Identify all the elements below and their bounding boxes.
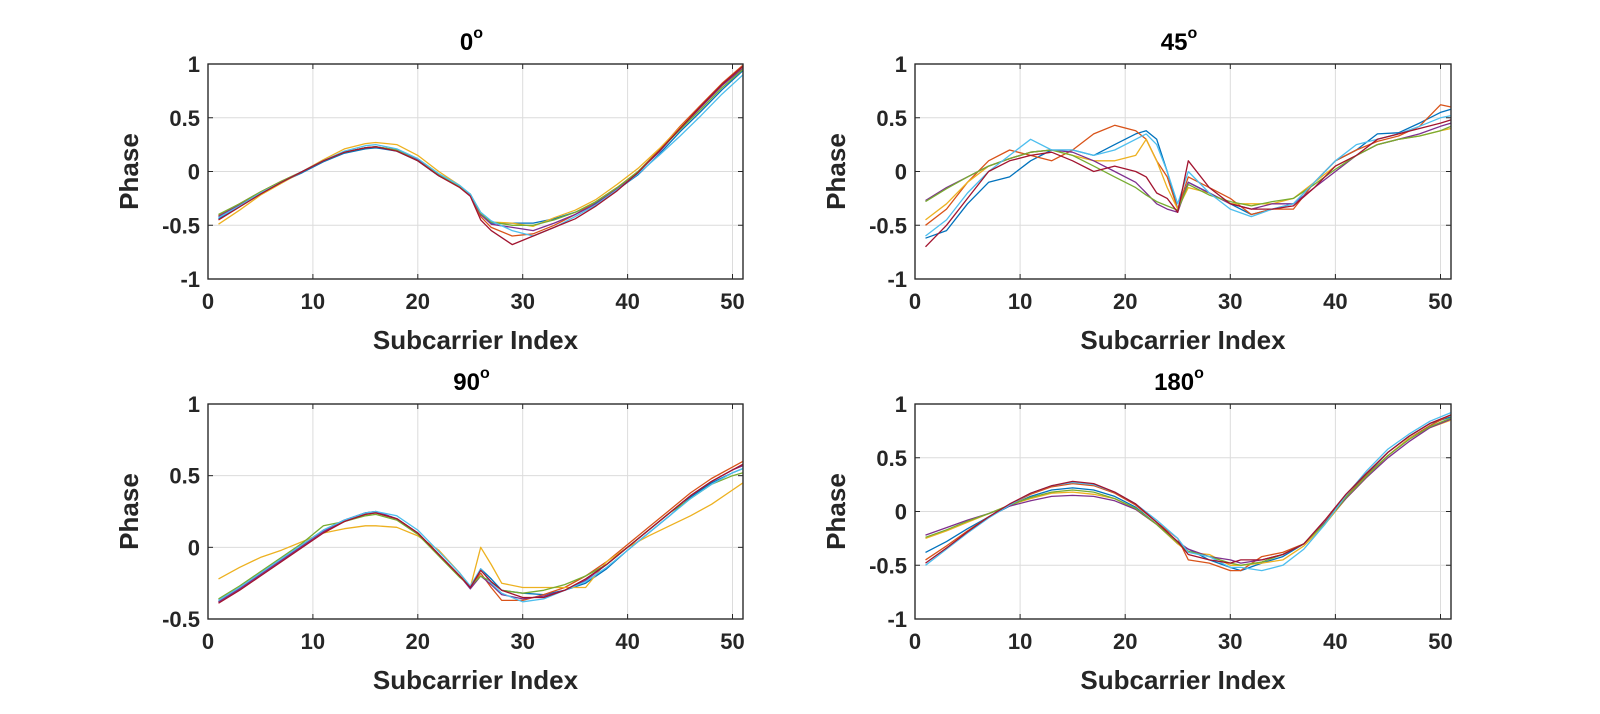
x-tick-label: 0 — [909, 629, 921, 654]
x-tick-label: 30 — [510, 289, 534, 314]
x-tick-label: 50 — [1428, 629, 1452, 654]
degree-superscript: o — [1194, 365, 1204, 382]
y-tick-label: -1 — [887, 267, 907, 292]
series-line-s6 — [925, 411, 1452, 572]
x-tick-label: 40 — [1323, 629, 1347, 654]
x-tick-label: 20 — [406, 289, 430, 314]
x-tick-label: 0 — [909, 289, 921, 314]
y-tick-label: 1 — [188, 52, 200, 77]
x-tick-label: 40 — [615, 289, 639, 314]
y-tick-label: 0 — [895, 160, 907, 185]
subplot-0deg: 0 10 20 30 40 50 -1 -0.5 0 0.5 1 Subcarrier Index Ph… — [114, 25, 745, 355]
y-tick-label: 0.5 — [169, 106, 200, 131]
x-tick-label: 50 — [1428, 289, 1452, 314]
x-tick-label: 20 — [406, 629, 430, 654]
subplot-title-value: 90 — [453, 369, 480, 396]
x-tick-label: 10 — [301, 629, 325, 654]
subplot-180deg: 0 10 20 30 40 50 -1 -0.5 0 0.5 1 Subcarrier Index Ph… — [821, 365, 1453, 695]
series-line-s7 — [218, 65, 744, 246]
x-tick-label: 20 — [1113, 289, 1137, 314]
y-tick-label: 0.5 — [876, 446, 907, 471]
subplot-title-value: 180 — [1154, 369, 1194, 396]
x-axis-label: Subcarrier Index — [1080, 325, 1286, 355]
x-tick-label: 30 — [510, 629, 534, 654]
y-tick-label: 0 — [188, 535, 200, 560]
series-line-s6 — [218, 467, 744, 603]
y-tick-label: 0.5 — [169, 464, 200, 489]
y-axis-label: Phase — [821, 473, 851, 550]
series-line-s7 — [218, 463, 744, 604]
y-tick-label: -0.5 — [869, 553, 907, 578]
subplot-title: 0o — [460, 25, 483, 56]
y-axis-label: Phase — [114, 133, 144, 210]
y-tick-label: 0 — [895, 500, 907, 525]
x-tick-label: 20 — [1113, 629, 1137, 654]
subplot-title: 90o — [453, 365, 490, 396]
subplot-title: 45o — [1161, 25, 1198, 56]
x-tick-label: 40 — [1323, 289, 1347, 314]
x-tick-label: 10 — [1008, 629, 1032, 654]
degree-superscript: o — [1187, 25, 1197, 42]
y-axis-label: Phase — [821, 133, 851, 210]
x-tick-label: 50 — [720, 289, 744, 314]
y-axis-label: Phase — [114, 473, 144, 550]
y-tick-label: -1 — [887, 607, 907, 632]
subplot-title-value: 45 — [1161, 29, 1188, 56]
x-tick-label: 10 — [1008, 289, 1032, 314]
y-tick-label: 0 — [188, 160, 200, 185]
x-axis-label: Subcarrier Index — [373, 665, 579, 695]
y-tick-label: -0.5 — [162, 607, 200, 632]
series-line-s7 — [925, 414, 1452, 564]
series-line-s6 — [925, 114, 1452, 237]
x-tick-label: 10 — [301, 289, 325, 314]
series-line-s5 — [925, 417, 1452, 566]
y-tick-label: 1 — [188, 392, 200, 417]
x-tick-label: 0 — [202, 289, 214, 314]
x-axis-label: Subcarrier Index — [1080, 665, 1286, 695]
subplot-title: 180o — [1154, 365, 1204, 396]
y-tick-label: 1 — [895, 52, 907, 77]
x-tick-label: 0 — [202, 629, 214, 654]
x-tick-label: 30 — [1218, 629, 1242, 654]
subplot-title-value: 0 — [460, 29, 473, 56]
y-tick-label: 1 — [895, 392, 907, 417]
y-tick-label: -1 — [180, 267, 200, 292]
subplot-45deg: 0 10 20 30 40 50 -1 -0.5 0 0.5 1 Subcarrier Index Ph… — [821, 25, 1453, 355]
axes-box — [207, 403, 744, 620]
degree-superscript: o — [473, 25, 483, 42]
y-tick-label: -0.5 — [162, 213, 200, 238]
series-line-s7 — [925, 119, 1452, 248]
axes-border — [207, 403, 744, 620]
x-axis-label: Subcarrier Index — [373, 325, 579, 355]
series-line-s4 — [925, 418, 1452, 564]
x-tick-label: 30 — [1218, 289, 1242, 314]
x-tick-label: 50 — [720, 629, 744, 654]
y-tick-label: 0.5 — [876, 106, 907, 131]
x-tick-label: 40 — [615, 629, 639, 654]
y-tick-label: -0.5 — [869, 213, 907, 238]
degree-superscript: o — [480, 365, 490, 382]
